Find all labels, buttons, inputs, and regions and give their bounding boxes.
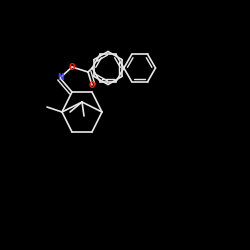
Text: O: O: [69, 62, 75, 72]
Text: O: O: [89, 80, 95, 90]
Text: N: N: [57, 74, 63, 82]
